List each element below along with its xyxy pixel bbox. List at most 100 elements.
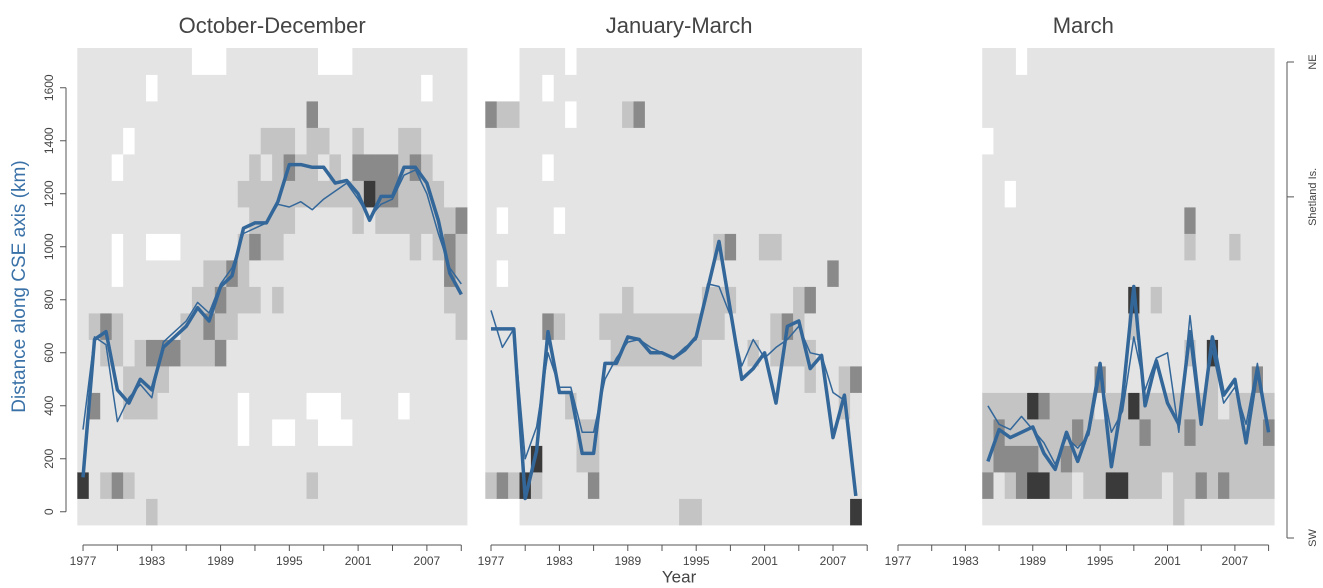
heat-cell [519,366,532,393]
heat-cell [690,127,703,155]
heat-cell [587,233,600,261]
heat-cell [576,498,589,526]
heat-cell [793,233,805,261]
heat-cell [1262,313,1275,340]
heat-cell [770,207,783,234]
heat-cell [1150,419,1163,446]
heat-cell [622,313,634,340]
heat-cell [1240,392,1253,420]
y2-tick-label: SW [1307,529,1319,547]
heat-cell [656,313,669,340]
heat-cell [1262,48,1275,75]
heat-cell [519,74,532,102]
heat-cell [542,498,555,526]
heat-cell [214,419,227,446]
heat-cell [1015,339,1028,367]
heat-cell [1072,498,1084,526]
heat-cell [203,260,216,287]
heat-cell [1240,101,1253,128]
heat-cell [1105,127,1118,155]
heat-cell [444,286,456,314]
heat-cell [508,472,520,499]
heat-cell [485,48,498,75]
heat-cell [191,74,204,102]
heat-cell [485,392,498,420]
heat-cell [656,154,669,181]
heat-cell [1094,339,1107,367]
heat-cell [1060,392,1073,420]
heat-cell [804,286,817,314]
heat-cell [375,286,388,314]
y2-tick-label: NE [1307,54,1319,69]
heat-cell [455,313,468,340]
heat-cell [168,207,181,234]
heat-cell [496,313,509,340]
heat-cell [88,101,101,128]
heat-cell [690,154,703,181]
heat-cell [701,101,714,128]
heat-cell [770,419,783,446]
heat-cell [340,233,353,261]
heat-cell [352,260,365,287]
heat-cell [1262,498,1275,526]
heat-cell [747,472,760,499]
heat-cell [386,313,399,340]
heat-cell [815,445,828,473]
heat-cell [1262,127,1275,155]
heat-cell [701,207,714,234]
heat-cell [1229,313,1241,340]
heat-cell [713,472,726,499]
heat-cell [1184,101,1196,128]
heat-cell [565,472,577,499]
heat-cell [1027,339,1039,367]
heat-cell [485,445,498,473]
heat-cell [1184,286,1196,314]
heat-cell [610,419,623,446]
heat-cell [272,313,285,340]
heat-cell [237,498,250,526]
heat-cell [432,498,445,526]
heat-cell [1161,472,1174,499]
heat-cell [421,127,434,155]
heat-cell [1195,392,1208,420]
heat-cell [610,366,623,393]
heat-cell [1038,127,1051,155]
heat-cell [519,339,532,367]
heat-cell [1184,419,1196,446]
heat-cell [455,154,468,181]
heat-cell [1094,392,1107,420]
heat-cell [295,445,307,473]
heat-cell [1173,366,1185,393]
heat-cell [633,313,646,340]
heat-cell [679,286,691,314]
heat-cell [982,207,994,234]
heat-cell [850,445,862,473]
heat-cell [724,260,737,287]
heat-cell [485,180,498,208]
heat-cell [1083,154,1095,181]
heat-cell [1150,339,1163,367]
heat-cell [793,498,805,526]
heat-cell [1072,74,1084,102]
heat-cell [226,392,239,420]
heat-cell [203,233,216,261]
heat-cell [1251,445,1264,473]
heat-cell [1251,286,1264,314]
heat-cell [1060,286,1073,314]
heat-cell [226,233,239,261]
heat-cell [409,392,422,420]
heat-cell [1139,286,1152,314]
heat-cell [1218,313,1230,340]
heat-cell [123,180,136,208]
heat-cell [542,392,555,420]
heat-cell [724,392,737,420]
heat-cell [134,48,147,75]
heat-cell [409,366,422,393]
heat-cell [804,154,817,181]
heat-cell [1004,419,1017,446]
heat-cell [386,339,399,367]
heat-cell [191,339,204,367]
heat-cell [226,313,239,340]
heat-cell [1240,154,1253,181]
heat-cell [610,392,623,420]
